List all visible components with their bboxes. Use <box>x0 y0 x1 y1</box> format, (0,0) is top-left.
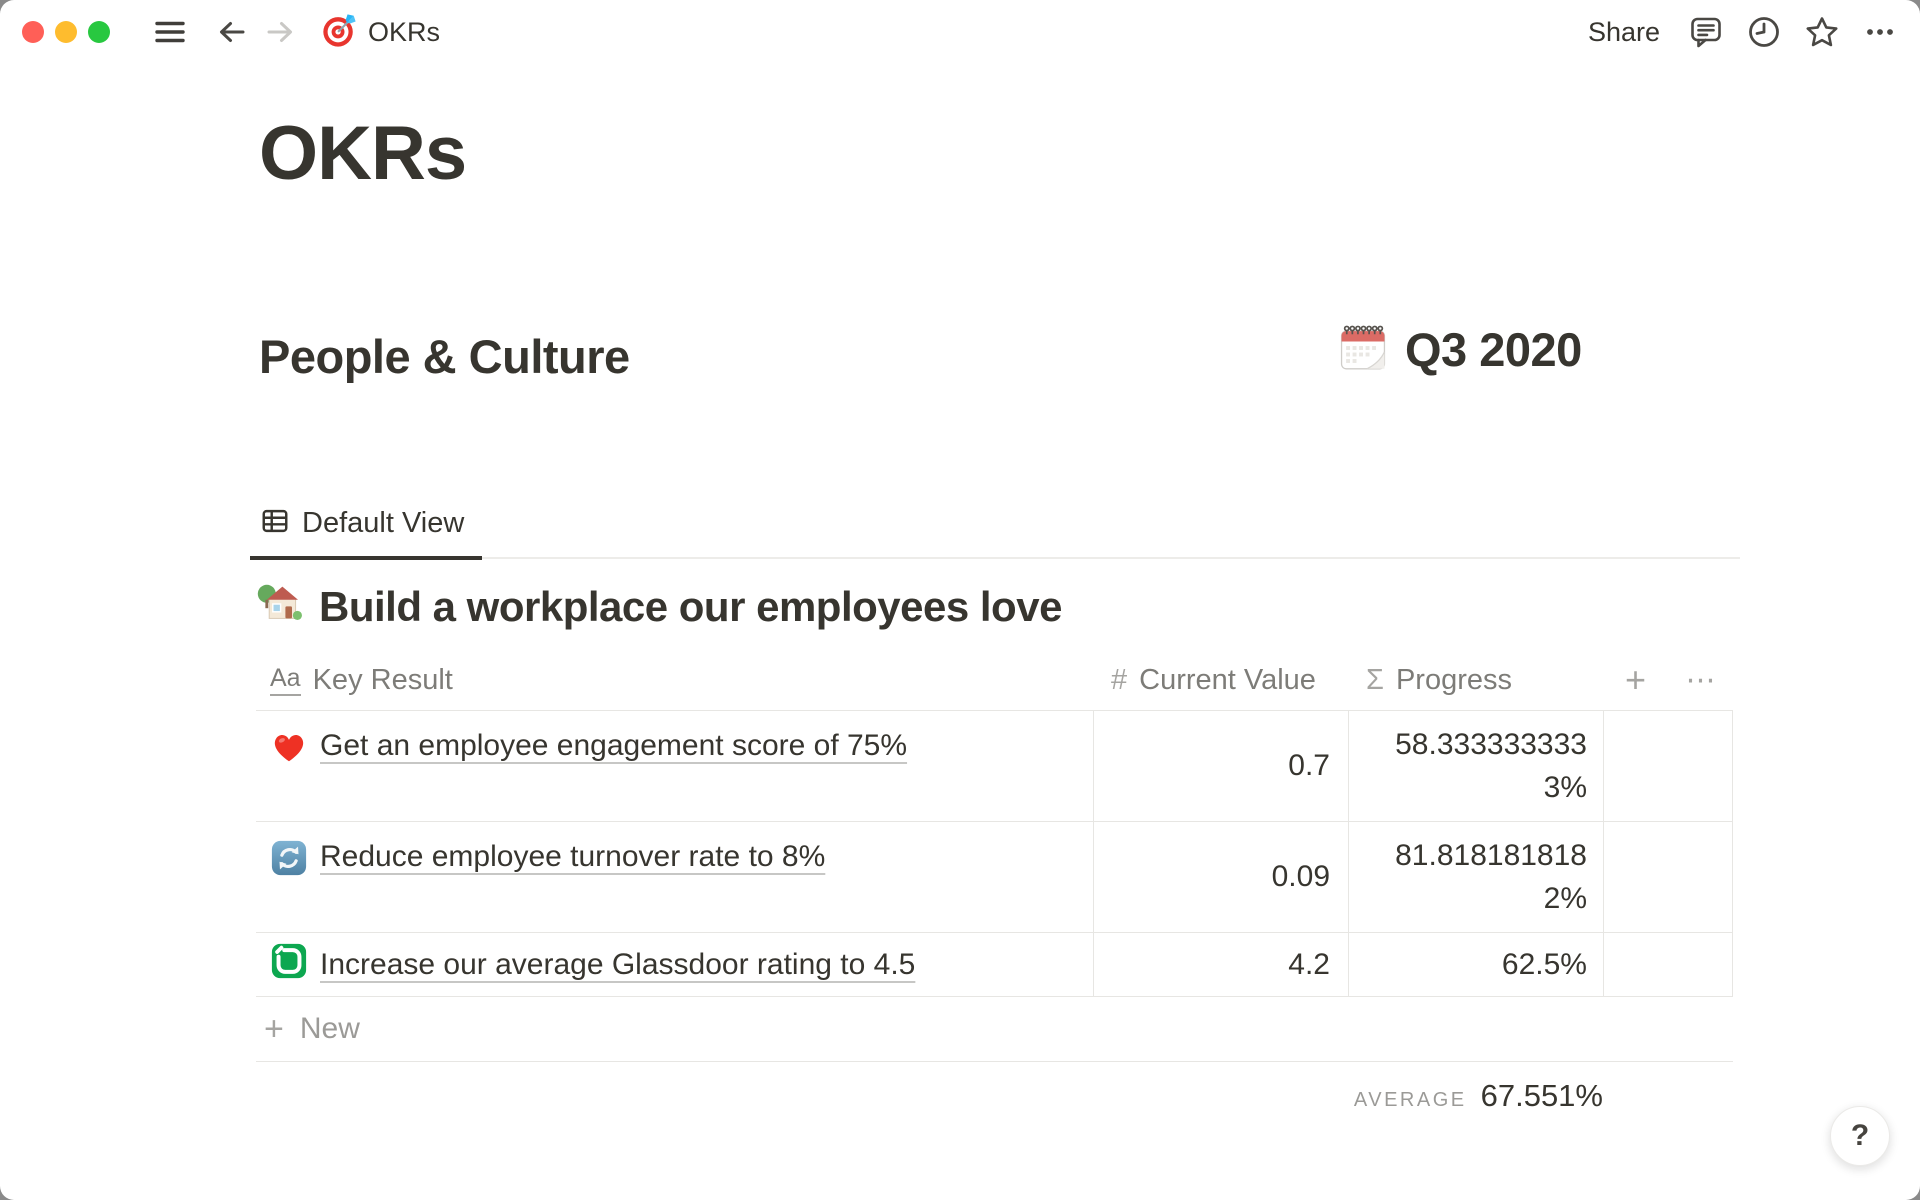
key-result-link[interactable]: Reduce employee turnover rate to 8% <box>320 840 826 873</box>
dart-target-icon <box>320 11 358 54</box>
progress-value: 58.3333333333% <box>1395 727 1587 805</box>
forward-button[interactable] <box>258 10 302 54</box>
sidebar-menu-button[interactable] <box>148 10 192 54</box>
table-row: Get an employee engagement score of 75% … <box>256 710 1733 821</box>
number-property-icon: # <box>1111 663 1128 696</box>
key-result-link[interactable]: Increase our average Glassdoor rating to… <box>320 948 916 981</box>
extra-cell <box>1603 933 1733 996</box>
progress-cell: 81.8181818182% <box>1348 822 1603 932</box>
average-value: 67.551% <box>1480 1078 1603 1113</box>
table-row: Increase our average Glassdoor rating to… <box>256 932 1733 996</box>
table-more-button[interactable]: ⋯ <box>1685 663 1716 697</box>
average-label: AVERAGE <box>1353 1089 1467 1111</box>
house-with-garden-icon <box>256 580 304 633</box>
back-button[interactable] <box>210 10 254 54</box>
top-bar: OKRs Share <box>0 0 1920 64</box>
objective-title: Build a workplace our employees love <box>319 582 1062 630</box>
new-row-button[interactable]: + New <box>256 996 1733 1062</box>
objective-heading: Build a workplace our employees love <box>256 580 1062 633</box>
progress-cell: 58.3333333333% <box>1348 711 1603 821</box>
breadcrumb[interactable]: OKRs <box>312 10 448 54</box>
ellipsis-icon <box>1862 14 1898 50</box>
clock-icon <box>1746 14 1782 50</box>
column-header-key-result[interactable]: Aa Key Result <box>256 650 1093 710</box>
table-view-icon <box>260 506 290 541</box>
plus-icon: + <box>264 1010 284 1048</box>
table-row: Reduce employee turnover rate to 8% 0.09… <box>256 821 1733 932</box>
subheading-quarter-label: Q3 2020 <box>1405 323 1582 377</box>
zoom-window-button[interactable] <box>88 21 110 43</box>
close-window-button[interactable] <box>22 21 44 43</box>
progress-cell: 62.5% <box>1348 933 1603 996</box>
formula-property-icon: Σ <box>1366 663 1384 696</box>
add-column-button[interactable]: + <box>1624 659 1647 700</box>
red-heart-icon <box>270 728 308 774</box>
column-header-progress[interactable]: Σ Progress <box>1348 650 1603 710</box>
table-header-row: Aa Key Result # Current Value Σ Progress… <box>256 650 1733 710</box>
question-mark-icon: ? <box>1850 1119 1870 1152</box>
star-icon <box>1804 14 1840 50</box>
view-tab-bar: Default View <box>250 498 1740 560</box>
progress-average-calc[interactable]: AVERAGE 67.551% <box>256 1078 1603 1126</box>
column-label: Current Value <box>1139 663 1316 696</box>
glassdoor-logo-icon <box>270 942 308 988</box>
column-label: Key Result <box>312 663 453 696</box>
minimize-window-button[interactable] <box>55 21 77 43</box>
share-button[interactable]: Share <box>1587 16 1660 47</box>
favorite-button[interactable] <box>1800 10 1844 54</box>
help-button[interactable]: ? <box>1830 1106 1890 1166</box>
more-options-button[interactable] <box>1858 10 1902 54</box>
page-title: OKRs <box>259 111 467 196</box>
extra-cell <box>1603 711 1733 821</box>
comment-bubble-icon <box>1688 14 1724 50</box>
key-result-link[interactable]: Get an employee engagement score of 75% <box>320 729 908 762</box>
arrow-right-icon <box>262 14 298 50</box>
tab-label: Default View <box>302 507 465 539</box>
cycle-arrows-icon <box>270 839 308 885</box>
new-row-label: New <box>299 1012 360 1045</box>
extra-cell <box>1603 822 1733 932</box>
column-header-current-value[interactable]: # Current Value <box>1093 650 1348 710</box>
subheading-people-culture: People & Culture <box>259 330 630 383</box>
progress-value: 62.5% <box>1501 947 1587 981</box>
hamburger-icon <box>152 14 188 50</box>
key-result-cell: Reduce employee turnover rate to 8% <box>256 822 1093 932</box>
traffic-lights <box>22 21 110 43</box>
arrow-left-icon <box>214 14 250 50</box>
subheading-quarter: Q3 2020 <box>1337 322 1582 379</box>
progress-value: 81.8181818182% <box>1395 838 1587 916</box>
key-result-cell: Get an employee engagement score of 75% <box>256 711 1093 821</box>
header-actions: + ⋯ <box>1603 650 1733 710</box>
updates-button[interactable] <box>1742 10 1786 54</box>
title-property-icon: Aa <box>270 664 301 696</box>
okr-table: Aa Key Result # Current Value Σ Progress… <box>256 650 1733 1126</box>
breadcrumb-doc-title: OKRs <box>368 16 441 47</box>
current-value-cell[interactable]: 0.7 <box>1093 711 1348 821</box>
topbar-actions: Share <box>1578 10 1902 54</box>
current-value-cell[interactable]: 0.09 <box>1093 822 1348 932</box>
column-label: Progress <box>1395 663 1512 696</box>
key-result-cell: Increase our average Glassdoor rating to… <box>256 933 1093 996</box>
tab-default-view[interactable]: Default View <box>250 498 483 560</box>
current-value-cell[interactable]: 4.2 <box>1093 933 1348 996</box>
spiral-calendar-icon <box>1337 322 1389 379</box>
comments-button[interactable] <box>1684 10 1728 54</box>
